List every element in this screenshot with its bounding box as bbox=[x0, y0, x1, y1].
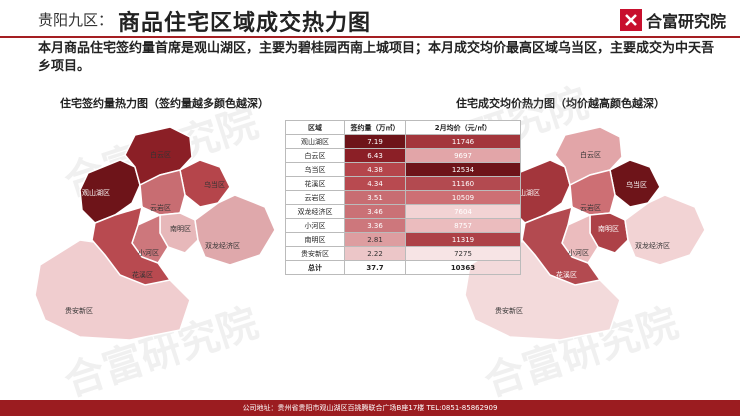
cell-volume: 2.22 bbox=[344, 246, 406, 261]
cell-price: 7275 bbox=[405, 246, 521, 261]
cell-district: 白云区 bbox=[285, 148, 345, 163]
summary-text: 本月商品住宅签约量首席是观山湖区，主要为碧桂园西南上城项目；本月成交均价最高区域… bbox=[38, 41, 715, 74]
cell-district: 乌当区 bbox=[285, 162, 345, 177]
cell-volume: 7.19 bbox=[344, 134, 406, 149]
cell-district: 小河区 bbox=[285, 218, 345, 233]
label-shuanglong: 双龙经济区 bbox=[635, 241, 670, 250]
cell-volume: 3.51 bbox=[344, 190, 406, 205]
col-header-price: 2月均价（元/㎡） bbox=[405, 120, 521, 135]
right-map-subtitle: 住宅成交均价热力图（均价越高颜色越深） bbox=[456, 97, 665, 110]
label-guanshanhu: 观山湖区 bbox=[512, 188, 540, 197]
region-shuanglong[interactable] bbox=[194, 194, 276, 266]
title-divider bbox=[0, 36, 740, 38]
col-header-volume: 签约量（万㎡） bbox=[344, 120, 406, 135]
label-huaxi: 花溪区 bbox=[132, 270, 153, 279]
region-yunyan[interactable] bbox=[139, 169, 186, 216]
cell-total-price: 10363 bbox=[405, 260, 521, 275]
label-xiaohe: 小河区 bbox=[138, 248, 159, 257]
label-wudang: 乌当区 bbox=[626, 180, 647, 189]
label-baiyun: 白云区 bbox=[150, 150, 171, 159]
region-huaxi[interactable] bbox=[91, 205, 172, 286]
cell-price: 8757 bbox=[405, 218, 521, 233]
table-row: 贵安新区 2.22 7275 bbox=[285, 246, 521, 261]
label-huaxi: 花溪区 bbox=[556, 270, 577, 279]
table-row: 双龙经济区 3.46 7604 bbox=[285, 204, 521, 219]
cell-price: 12534 bbox=[405, 162, 521, 177]
cell-district: 双龙经济区 bbox=[285, 204, 345, 219]
label-xiaohe: 小河区 bbox=[568, 248, 589, 257]
cell-price: 11160 bbox=[405, 176, 521, 191]
label-yunyan: 云岩区 bbox=[150, 203, 171, 212]
cell-volume: 6.43 bbox=[344, 148, 406, 163]
table-row: 小河区 3.36 8757 bbox=[285, 218, 521, 233]
table-row: 观山湖区 7.19 11746 bbox=[285, 134, 521, 149]
region-yunyan[interactable] bbox=[569, 169, 616, 216]
label-guian: 贵安新区 bbox=[65, 306, 93, 315]
label-baiyun: 白云区 bbox=[580, 150, 601, 159]
table-total-row: 总计 37.7 10363 bbox=[285, 260, 521, 275]
brand: 合富研究院 bbox=[619, 8, 726, 32]
label-wudang: 乌当区 bbox=[204, 180, 225, 189]
label-guian: 贵安新区 bbox=[495, 306, 523, 315]
table-row: 乌当区 4.38 12534 bbox=[285, 162, 521, 177]
table-header-row: 区域 签约量（万㎡） 2月均价（元/㎡） bbox=[285, 120, 521, 135]
table-row: 花溪区 4.34 11160 bbox=[285, 176, 521, 191]
brand-logo-icon bbox=[619, 9, 642, 31]
left-map-subtitle: 住宅签约量热力图（签约量越多颜色越深） bbox=[60, 97, 269, 110]
col-header-district: 区域 bbox=[285, 120, 345, 135]
region-wudang[interactable] bbox=[609, 159, 661, 208]
left-heat-map: 白云区 观山湖区 乌当区 云岩区 南明区 小河区 双龙经济区 花溪区 贵安新区 bbox=[34, 126, 276, 341]
region-wudang[interactable] bbox=[179, 159, 231, 208]
region-guanshanhu[interactable] bbox=[79, 159, 141, 224]
page-title: 商品住宅区域成交热力图 bbox=[118, 11, 372, 36]
cell-volume: 2.81 bbox=[344, 232, 406, 247]
label-nanming: 南明区 bbox=[170, 224, 191, 233]
cell-price: 10509 bbox=[405, 190, 521, 205]
table-row: 白云区 6.43 9697 bbox=[285, 148, 521, 163]
cell-price: 11319 bbox=[405, 232, 521, 247]
label-yunyan: 云岩区 bbox=[580, 203, 601, 212]
header: 贵阳九区： 商品住宅区域成交热力图 合富研究院 bbox=[0, 0, 740, 36]
footer-address: 公司地址：贵州省贵阳市观山湖区百挑腾联合广场B座17楼 TEL:0851-858… bbox=[242, 404, 498, 412]
label-guanshanhu: 观山湖区 bbox=[82, 188, 110, 197]
title-prefix: 贵阳九区： bbox=[38, 11, 114, 29]
footer: 公司地址：贵州省贵阳市观山湖区百挑腾联合广场B座17楼 TEL:0851-858… bbox=[0, 400, 740, 416]
table-row: 南明区 2.81 11319 bbox=[285, 232, 521, 247]
cell-district: 花溪区 bbox=[285, 176, 345, 191]
table-row: 云岩区 3.51 10509 bbox=[285, 190, 521, 205]
cell-district: 观山湖区 bbox=[285, 134, 345, 149]
cell-price: 11746 bbox=[405, 134, 521, 149]
region-shuanglong[interactable] bbox=[624, 194, 706, 266]
cell-volume: 3.46 bbox=[344, 204, 406, 219]
brand-name: 合富研究院 bbox=[645, 12, 726, 31]
cell-total-volume: 37.7 bbox=[344, 260, 406, 275]
cell-total-label: 总计 bbox=[285, 260, 345, 275]
cell-price: 7604 bbox=[405, 204, 521, 219]
label-shuanglong: 双龙经济区 bbox=[205, 241, 240, 250]
label-nanming: 南明区 bbox=[598, 224, 619, 233]
cell-volume: 4.34 bbox=[344, 176, 406, 191]
cell-price: 9697 bbox=[405, 148, 521, 163]
cell-district: 南明区 bbox=[285, 232, 345, 247]
cell-volume: 3.36 bbox=[344, 218, 406, 233]
cell-district: 云岩区 bbox=[285, 190, 345, 205]
region-huaxi[interactable] bbox=[521, 205, 602, 286]
cell-volume: 4.38 bbox=[344, 162, 406, 177]
district-data-table: 区域 签约量（万㎡） 2月均价（元/㎡） 观山湖区 7.19 11746 白云区 6.4… bbox=[285, 120, 521, 275]
cell-district: 贵安新区 bbox=[285, 246, 345, 261]
